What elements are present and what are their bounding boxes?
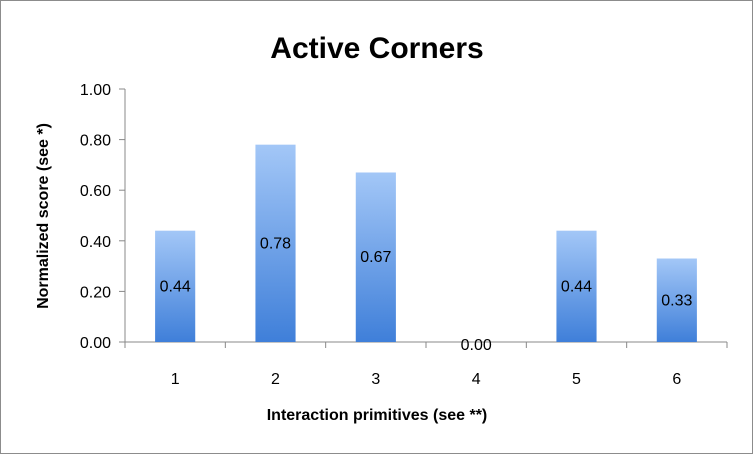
x-tick-label: 2	[271, 371, 280, 388]
y-tick-label: 0.60	[80, 183, 111, 200]
data-label: 0.44	[160, 278, 191, 295]
y-tick-label: 0.00	[80, 335, 111, 352]
y-axis: 0.00 0.20 0.40 0.60 0.80 1.00	[80, 82, 126, 352]
x-tick-label: 3	[371, 371, 380, 388]
data-label: 0.78	[260, 235, 291, 252]
x-tick-label: 1	[171, 371, 180, 388]
data-label: 0.33	[661, 292, 692, 309]
y-tick-label: 0.80	[80, 133, 111, 150]
data-label: 0.67	[360, 249, 391, 266]
data-label: 0.00	[461, 337, 492, 354]
bars-group	[155, 144, 697, 342]
x-tick-label: 5	[572, 371, 581, 388]
bar	[155, 230, 196, 342]
bar	[255, 144, 296, 342]
bar	[556, 230, 597, 342]
y-tick-label: 0.20	[80, 284, 111, 301]
x-tick-label: 4	[472, 371, 481, 388]
y-tick-label: 1.00	[80, 82, 111, 99]
data-label: 0.44	[561, 278, 592, 295]
x-axis-title: Interaction primitives (see **)	[267, 407, 488, 424]
bar	[355, 172, 396, 342]
bar	[656, 258, 697, 342]
chart-title: Active Corners	[270, 32, 483, 65]
y-axis-title: Normalized score (see *)	[35, 123, 52, 309]
data-labels-group: 0.44 0.78 0.67 0.00 0.44 0.33	[160, 235, 693, 354]
x-tick-label: 6	[672, 371, 681, 388]
x-axis: 1 2 3 4 5 6	[124, 341, 728, 388]
y-tick-label: 0.40	[80, 234, 111, 251]
